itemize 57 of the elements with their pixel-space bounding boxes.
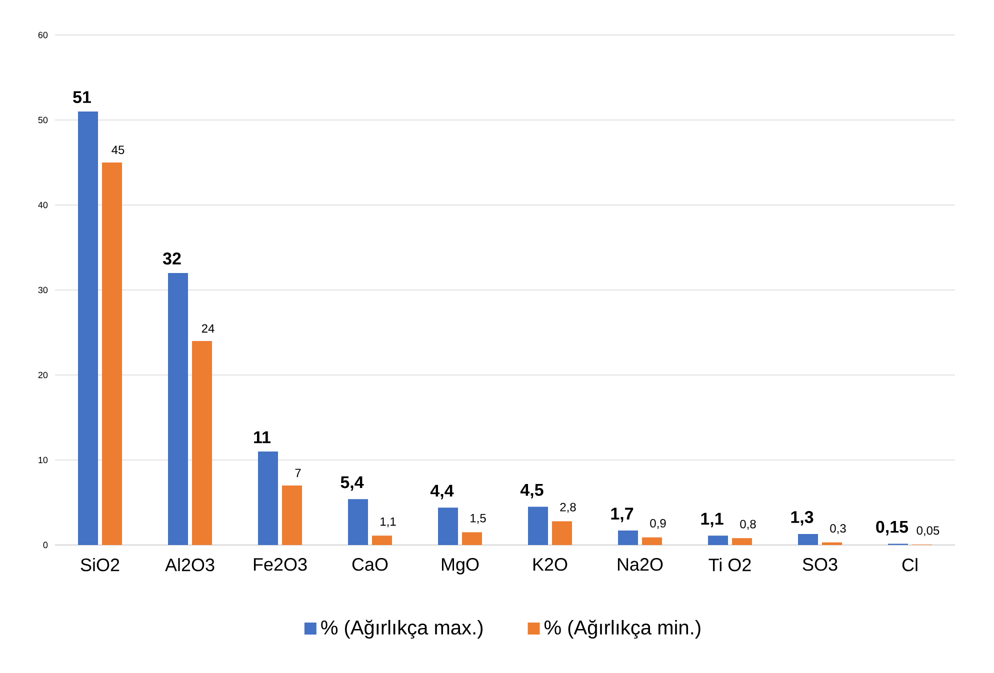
bar: [372, 536, 392, 545]
data-label: 5,4: [340, 476, 364, 491]
y-tick-label: 20: [38, 372, 48, 378]
bar: [732, 538, 752, 545]
y-tick-label: 30: [38, 286, 48, 294]
x-tick-label: Na2O: [618, 558, 663, 571]
data-label: 1,1: [701, 512, 724, 528]
data-label: 2,8: [560, 502, 576, 513]
x-tick-label: Fe2O3: [254, 558, 307, 571]
data-label: 45: [112, 146, 124, 154]
data-label: 0,3: [830, 524, 846, 534]
bar: [348, 499, 368, 545]
y-tick-label: 0: [43, 542, 48, 548]
data-label: 0,05: [916, 526, 940, 536]
bar: [462, 532, 482, 545]
data-label: 0,9: [650, 519, 666, 529]
bar: [438, 508, 458, 545]
x-tick-label: CaO: [352, 558, 388, 571]
bar: [78, 112, 98, 545]
y-tick-label: 10: [38, 456, 48, 464]
data-label: 4,5: [520, 484, 544, 498]
x-tick-label: K2O: [533, 558, 568, 571]
data-label: 32: [162, 252, 181, 265]
bar: [798, 534, 818, 545]
x-tick-label: Al2O3: [165, 558, 214, 572]
data-label: 0,8: [740, 520, 756, 530]
bar: [282, 485, 302, 545]
x-tick-label: Ti O2: [708, 558, 751, 572]
data-label: 4,4: [430, 484, 454, 500]
x-tick-label: SO3: [802, 558, 838, 571]
bar: [708, 536, 728, 545]
bar: [192, 340, 212, 545]
legend-label: % (Ağırlıkça min.): [544, 620, 700, 639]
bar: [822, 542, 842, 545]
y-tick-label: 60: [38, 32, 48, 38]
bar: [618, 530, 638, 545]
x-tick-label: Cl: [902, 558, 918, 572]
y-tick-label: 50: [38, 116, 48, 124]
bar: [552, 521, 572, 545]
data-label: 0,15: [876, 520, 908, 536]
data-label: 1,3: [791, 511, 814, 526]
x-tick-label: MgO: [442, 558, 479, 574]
data-label: 24: [202, 324, 214, 333]
bar: [258, 451, 278, 545]
data-label: 1,7: [611, 508, 634, 522]
data-label: 11: [254, 431, 271, 444]
data-label: 1,5: [470, 514, 486, 524]
bar: [642, 537, 662, 545]
bar: [102, 162, 122, 545]
bar: [168, 272, 188, 545]
x-tick-label: SiO2: [80, 558, 120, 572]
data-label: 51: [73, 91, 91, 104]
data-label: 1,1: [380, 517, 396, 528]
legend-label: % (Ağırlıkça max.): [321, 620, 483, 639]
data-label: 7: [295, 468, 301, 478]
y-tick-label: 40: [38, 202, 48, 208]
bar: [528, 506, 548, 545]
